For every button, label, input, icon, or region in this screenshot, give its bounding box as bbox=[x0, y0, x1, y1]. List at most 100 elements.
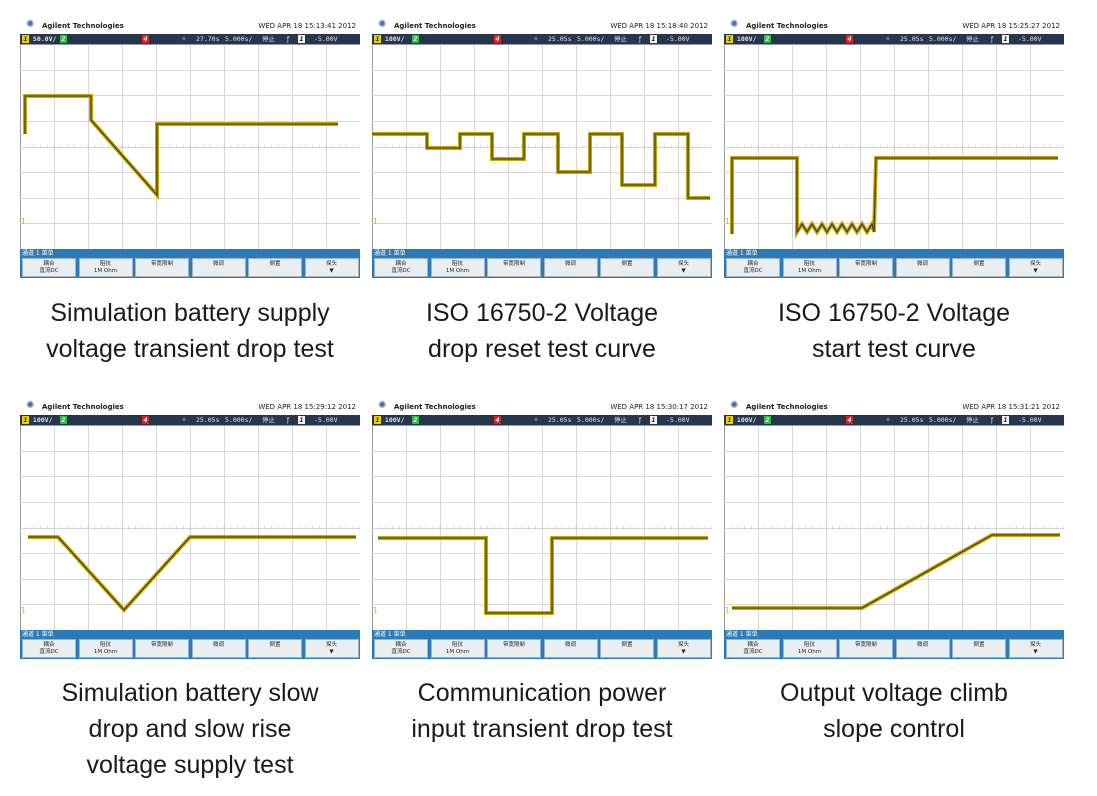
channel-4-chip-icon: 4 bbox=[142, 35, 149, 43]
softkey-button[interactable]: 耦合 直流DC bbox=[726, 639, 780, 658]
softkey-bar: 通道 1 菜单 耦合 直流DC 阻抗 1M Ohm 带宽限制 微调 倒置 探头 ▼ bbox=[20, 630, 360, 659]
softkey-label: 耦合 bbox=[747, 261, 759, 267]
softkey-label: 微调 bbox=[564, 261, 576, 267]
ground-marker-icon: 1 bbox=[373, 217, 378, 226]
softkey-button[interactable]: 探头 ▼ bbox=[304, 258, 359, 277]
ground-marker-icon: 1 bbox=[21, 217, 26, 226]
softkey-label: 探头 bbox=[325, 261, 337, 267]
softkey-button[interactable]: 耦合 直流DC bbox=[22, 639, 76, 658]
status-bar: 1 100V/ 2 4 ☼ 25.05s 5.000s/ 停止 ƒ 1 -5.0… bbox=[724, 34, 1064, 44]
softkey-button[interactable]: 阻抗 1M Ohm bbox=[782, 639, 837, 658]
time-offset: 25.05s bbox=[548, 416, 572, 424]
scope-graticule: 1 bbox=[19, 44, 361, 250]
datetime-label: WED APR 18 15:31:21 2012 bbox=[962, 403, 1060, 411]
ground-marker-icon: 1 bbox=[373, 606, 378, 615]
time-offset-icon: ☼ bbox=[182, 416, 186, 424]
menu-title: 通道 1 菜单 bbox=[374, 631, 406, 638]
softkey-label: 微调 bbox=[212, 261, 224, 267]
softkey-button[interactable]: 耦合 直流DC bbox=[374, 258, 428, 277]
softkey-button[interactable]: 微调 bbox=[543, 258, 598, 277]
channel-1-chip-icon: 1 bbox=[374, 35, 381, 43]
softkey-label: 倒置 bbox=[621, 642, 633, 648]
softkey-sublabel: 1M Ohm bbox=[445, 649, 470, 655]
softkey-button[interactable]: 耦合 直流DC bbox=[22, 258, 76, 277]
softkey-button[interactable]: 微调 bbox=[895, 258, 950, 277]
oscilloscope-screenshot: ✺ Agilent Technologies WED APR 18 15:29:… bbox=[19, 399, 361, 659]
softkey-button[interactable]: 带宽限制 bbox=[487, 258, 541, 277]
trigger-channel-chip-icon: 1 bbox=[1002, 35, 1009, 43]
waveform-display: 1 bbox=[723, 44, 1065, 250]
trigger-level: -5.00V bbox=[1018, 35, 1042, 43]
waveform-display: 1 bbox=[723, 425, 1065, 631]
agilent-spark-icon: ✺ bbox=[378, 400, 387, 411]
softkey-label: 探头 bbox=[325, 642, 337, 648]
softkey-label: 耦合 bbox=[43, 261, 55, 267]
softkey-button[interactable]: 阻抗 1M Ohm bbox=[78, 258, 133, 277]
softkey-label: 带宽限制 bbox=[150, 642, 173, 648]
channel-1-chip-icon: 1 bbox=[22, 35, 29, 43]
softkey-button[interactable]: 探头 ▼ bbox=[304, 639, 359, 658]
softkey-button[interactable]: 微调 bbox=[191, 258, 246, 277]
softkey-button[interactable]: 阻抗 1M Ohm bbox=[430, 639, 485, 658]
scope-graticule: 1 bbox=[371, 44, 713, 250]
softkey-button[interactable]: 倒置 bbox=[952, 258, 1006, 277]
softkey-button[interactable]: 倒置 bbox=[600, 639, 654, 658]
softkey-label: 带宽限制 bbox=[502, 642, 525, 648]
graticule-grid bbox=[723, 44, 1065, 250]
caption-line: Output voltage climb bbox=[780, 679, 1008, 707]
graticule-grid bbox=[371, 425, 713, 631]
time-offset-icon: ☼ bbox=[534, 416, 538, 424]
time-offset: 25.05s bbox=[900, 416, 924, 424]
softkey-sublabel: ▼ bbox=[329, 268, 334, 274]
softkey-button[interactable]: 阻抗 1M Ohm bbox=[782, 258, 837, 277]
time-per-div: 5.000s/ bbox=[929, 35, 957, 43]
softkey-row: 耦合 直流DC 阻抗 1M Ohm 带宽限制 微调 倒置 探头 ▼ bbox=[374, 639, 711, 658]
softkey-button[interactable]: 微调 bbox=[895, 639, 950, 658]
agilent-spark-icon: ✺ bbox=[730, 19, 739, 30]
channel-1-waveform bbox=[23, 94, 338, 201]
softkey-sublabel: 1M Ohm bbox=[797, 649, 822, 655]
softkey-button[interactable]: 探头 ▼ bbox=[1008, 639, 1063, 658]
softkey-row: 耦合 直流DC 阻抗 1M Ohm 带宽限制 微调 倒置 探头 ▼ bbox=[374, 258, 711, 277]
softkey-button[interactable]: 倒置 bbox=[248, 639, 302, 658]
channel-2-chip-icon: 2 bbox=[764, 35, 771, 43]
trigger-channel-chip-icon: 1 bbox=[650, 416, 657, 424]
softkey-button[interactable]: 带宽限制 bbox=[135, 258, 189, 277]
softkey-label: 耦合 bbox=[395, 261, 407, 267]
softkey-button[interactable]: 探头 ▼ bbox=[656, 258, 711, 277]
caption-line: drop reset test curve bbox=[428, 335, 656, 363]
status-bar: 1 100V/ 2 4 ☼ 25.05s 5.000s/ 停止 ƒ 1 -5.0… bbox=[372, 415, 712, 425]
trigger-level: -5.00V bbox=[666, 35, 690, 43]
softkey-label: 阻抗 bbox=[451, 642, 463, 648]
softkey-sublabel: 1M Ohm bbox=[445, 268, 470, 274]
softkey-button[interactable]: 带宽限制 bbox=[839, 639, 893, 658]
softkey-button[interactable]: 探头 ▼ bbox=[1008, 258, 1063, 277]
softkey-label: 阻抗 bbox=[451, 261, 463, 267]
channel-2-chip-icon: 2 bbox=[764, 416, 771, 424]
softkey-button[interactable]: 耦合 直流DC bbox=[726, 258, 780, 277]
run-mode: 停止 bbox=[614, 35, 627, 43]
softkey-button[interactable]: 耦合 直流DC bbox=[374, 639, 428, 658]
panel-caption: ISO 16750-2 Voltage start test curve bbox=[704, 295, 1084, 367]
run-mode: 停止 bbox=[262, 35, 275, 43]
trigger-edge-icon: ƒ bbox=[286, 416, 290, 424]
softkey-button[interactable]: 带宽限制 bbox=[487, 639, 541, 658]
panel-caption: Output voltage climb slope control bbox=[704, 675, 1084, 747]
time-offset: 25.05s bbox=[900, 35, 924, 43]
softkey-button[interactable]: 倒置 bbox=[248, 258, 302, 277]
softkey-button[interactable]: 微调 bbox=[191, 639, 246, 658]
time-offset-icon: ☼ bbox=[886, 35, 890, 43]
softkey-sublabel: ▼ bbox=[1033, 649, 1038, 655]
softkey-button[interactable]: 倒置 bbox=[600, 258, 654, 277]
softkey-button[interactable]: 微调 bbox=[543, 639, 598, 658]
softkey-button[interactable]: 带宽限制 bbox=[135, 639, 189, 658]
ground-marker-icon: 1 bbox=[725, 606, 730, 615]
softkey-label: 微调 bbox=[564, 642, 576, 648]
softkey-button[interactable]: 探头 ▼ bbox=[656, 639, 711, 658]
trigger-level: -5.00V bbox=[314, 35, 338, 43]
channel-4-chip-icon: 4 bbox=[846, 416, 853, 424]
softkey-button[interactable]: 带宽限制 bbox=[839, 258, 893, 277]
softkey-button[interactable]: 阻抗 1M Ohm bbox=[78, 639, 133, 658]
softkey-button[interactable]: 阻抗 1M Ohm bbox=[430, 258, 485, 277]
softkey-button[interactable]: 倒置 bbox=[952, 639, 1006, 658]
